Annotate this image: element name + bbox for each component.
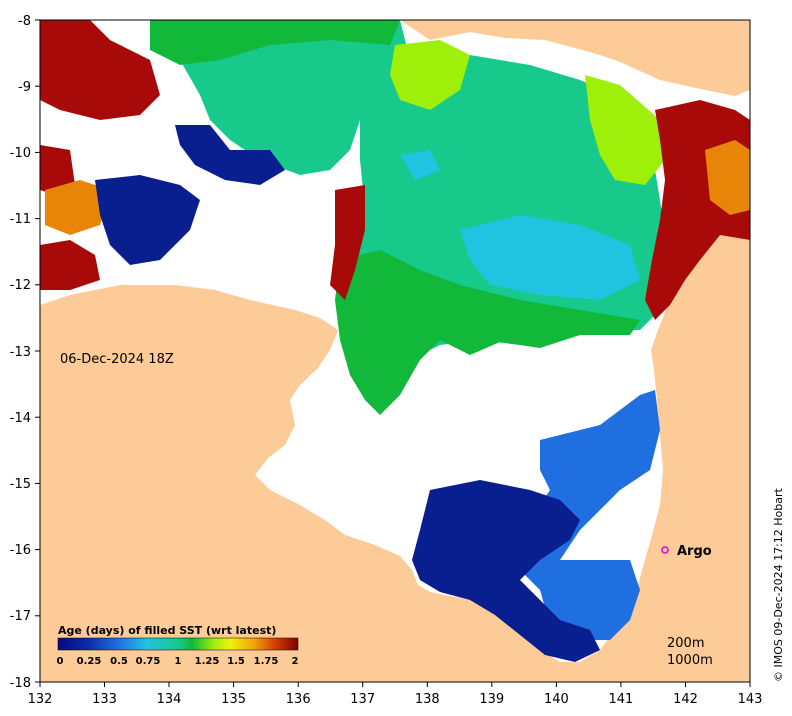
patch-age-0-75-small xyxy=(400,150,440,180)
depth-label-1000m: 1000m xyxy=(667,653,713,668)
x-tick-label: 135 xyxy=(221,692,246,707)
patch-age-2-southwest xyxy=(40,240,100,290)
patch-age-1-75-east xyxy=(705,140,750,215)
y-tick-label: -17 xyxy=(10,609,31,624)
y-axis-labels: -8 -9 -10 -11 -12 -13 -14 -15 -16 -17 -1… xyxy=(10,14,31,691)
y-tick-label: -16 xyxy=(10,543,31,558)
legend-tick-label: 0 xyxy=(57,656,64,667)
patch-age-1-5-east xyxy=(585,75,665,185)
x-axis-ticks xyxy=(39,682,751,687)
land-new-guinea xyxy=(400,20,750,96)
patch-age-2-west xyxy=(40,20,160,120)
legend-tick-label: 0.75 xyxy=(136,656,161,667)
x-tick-label: 141 xyxy=(608,692,633,707)
y-tick-label: -13 xyxy=(10,345,31,360)
legend-tick-label: 1 xyxy=(175,656,182,667)
sst-age-patches xyxy=(40,20,750,662)
map-plot-area xyxy=(40,20,750,682)
depth-label-200m: 200m xyxy=(667,636,704,651)
legend-tick-label: 1.5 xyxy=(227,656,245,667)
x-tick-label: 143 xyxy=(738,692,763,707)
legend-color-bar xyxy=(57,637,299,651)
x-tick-label: 136 xyxy=(286,692,311,707)
x-tick-label: 133 xyxy=(92,692,117,707)
x-tick-label: 139 xyxy=(479,692,504,707)
age-colorbar-legend: Age (days) of filled SST (wrt latest) 0 … xyxy=(52,620,304,672)
y-tick-label: -11 xyxy=(10,212,31,227)
legend-tick-label: 0.5 xyxy=(110,656,128,667)
patch-age-0-north-west xyxy=(175,125,285,185)
x-tick-label: 142 xyxy=(673,692,698,707)
legend-tick-label: 1.25 xyxy=(195,656,220,667)
x-tick-label: 134 xyxy=(157,692,182,707)
patch-age-1-1-south xyxy=(335,250,640,415)
patch-age-0-5-south xyxy=(520,390,660,640)
x-tick-label: 132 xyxy=(28,692,53,707)
patch-age-0-south xyxy=(412,480,600,662)
y-tick-label: -15 xyxy=(10,477,31,492)
legend-tick-label: 2 xyxy=(292,656,299,667)
y-tick-label: -14 xyxy=(10,411,31,426)
patch-age-1-northwest xyxy=(180,20,410,175)
date-label: 06-Dec-2024 18Z xyxy=(60,352,174,367)
y-tick-label: -9 xyxy=(18,80,31,95)
legend-tick-label: 0.25 xyxy=(77,656,102,667)
patch-age-1-75-west xyxy=(45,180,110,235)
argo-float-marker[interactable] xyxy=(661,546,669,554)
x-tick-label: 138 xyxy=(415,692,440,707)
y-tick-label: -10 xyxy=(10,146,31,161)
y-axis-ticks xyxy=(35,19,40,683)
patch-age-2-west-mid xyxy=(40,145,75,195)
legend-title: Age (days) of filled SST (wrt latest) xyxy=(58,624,276,637)
y-tick-label: -12 xyxy=(10,278,31,293)
x-axis-labels: 132 133 134 135 136 137 138 139 140 141 … xyxy=(28,692,763,707)
y-tick-label: -18 xyxy=(10,676,31,691)
x-tick-label: 137 xyxy=(350,692,375,707)
credit-label: © IMOS 09-Dec-2024 17:12 Hobart xyxy=(772,487,785,682)
x-tick-label: 140 xyxy=(544,692,569,707)
patch-age-0-75-central xyxy=(460,215,640,300)
y-tick-label: -8 xyxy=(18,14,31,29)
patch-age-2-west-coastal xyxy=(330,185,365,300)
legend-tick-label: 1.75 xyxy=(254,656,279,667)
patch-age-1-5-north xyxy=(390,40,470,110)
land-australia xyxy=(40,190,750,682)
argo-label: Argo xyxy=(677,544,712,559)
patch-age-1-1-north xyxy=(150,20,400,65)
patch-age-0-west xyxy=(95,175,200,265)
